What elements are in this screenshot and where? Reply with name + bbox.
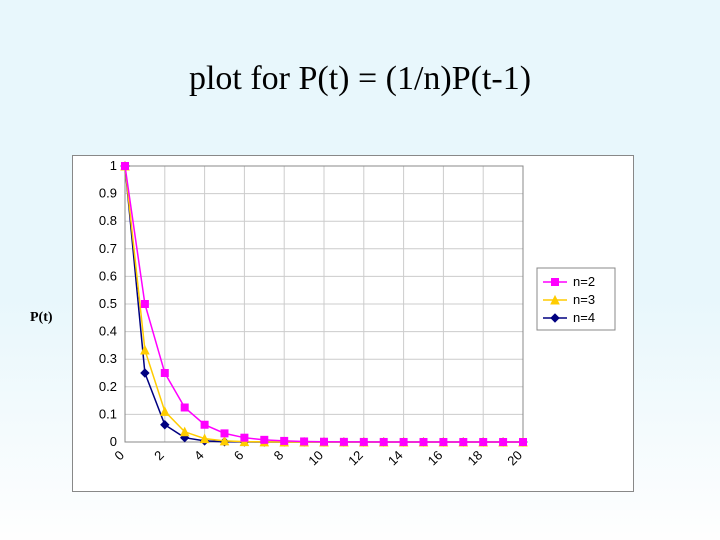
y-tick-label: 0.3	[99, 351, 117, 366]
y-tick-label: 0.6	[99, 268, 117, 283]
x-tick-label: 2	[151, 448, 167, 464]
chart-container: 00.10.20.30.40.50.60.70.80.9102468101214…	[72, 155, 634, 492]
y-tick-label: 0	[110, 434, 117, 449]
x-tick-label: 14	[385, 448, 406, 469]
slide-title: plot for P(t) = (1/n)P(t-1)	[0, 60, 720, 98]
x-tick-label: 16	[425, 448, 446, 469]
y-tick-label: 1	[110, 158, 117, 173]
x-tick-label: 8	[271, 448, 287, 464]
x-tick-label: 4	[191, 448, 207, 464]
x-tick-label: 20	[504, 448, 525, 469]
y-tick-label: 0.8	[99, 213, 117, 228]
x-tick-label: 6	[231, 448, 247, 464]
x-tick-label: 0	[111, 448, 127, 464]
x-tick-label: 10	[305, 448, 326, 469]
line-chart: 00.10.20.30.40.50.60.70.80.9102468101214…	[73, 156, 633, 491]
y-tick-label: 0.1	[99, 406, 117, 421]
y-tick-label: 0.7	[99, 241, 117, 256]
x-tick-label: 12	[345, 448, 366, 469]
legend-label: n=3	[573, 292, 595, 307]
y-tick-label: 0.2	[99, 379, 117, 394]
legend-label: n=2	[573, 274, 595, 289]
y-tick-label: 0.4	[99, 324, 117, 339]
legend-label: n=4	[573, 310, 595, 325]
x-tick-label: 18	[464, 448, 485, 469]
y-tick-label: 0.5	[99, 296, 117, 311]
y-tick-label: 0.9	[99, 186, 117, 201]
y-axis-label: P(t)	[30, 310, 53, 326]
legend: n=2 n=3 n=4	[537, 268, 615, 330]
